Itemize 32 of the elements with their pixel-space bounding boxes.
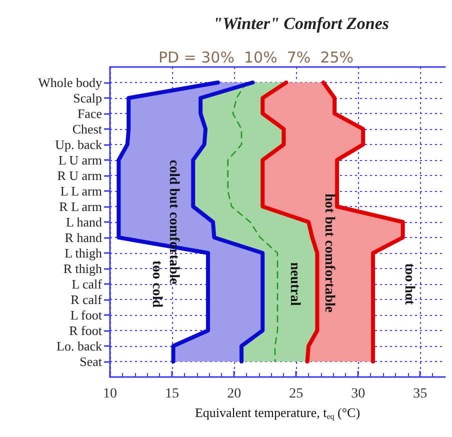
y-tick-label: Lo. back xyxy=(56,338,102,354)
annotation: neutral xyxy=(286,262,302,306)
y-tick-label: Scalp xyxy=(73,90,102,106)
y-tick-label: R calf xyxy=(70,292,103,307)
x-tick-label: 30 xyxy=(351,386,366,402)
y-tick-label: L thigh xyxy=(64,246,102,260)
y-tick-label: R L arm xyxy=(59,199,102,214)
chart-title: "Winter" Comfort Zones xyxy=(213,14,390,33)
y-tick-label: L L arm xyxy=(60,184,102,198)
x-tick-label: 10 xyxy=(103,386,117,402)
annotation: cold but comfortable xyxy=(166,160,181,284)
y-tick-label: R foot xyxy=(69,323,102,338)
y-tick-label: Face xyxy=(77,106,102,121)
x-tick-label: 25 xyxy=(289,386,304,402)
y-tick-label: R thigh xyxy=(63,261,102,276)
y-tick-label: L U arm xyxy=(58,152,102,168)
annotation: too cold xyxy=(149,260,164,308)
annotation: too hot xyxy=(402,263,417,306)
annotation: hot but comfortable xyxy=(321,194,336,312)
y-tick-label: L calf xyxy=(72,276,103,292)
x-tick-label: 35 xyxy=(413,386,428,402)
y-tick-label: R hand xyxy=(64,230,102,245)
y-tick-label: Seat xyxy=(80,354,102,369)
chart-subtitle: PD = 30% 10% 7% 25% xyxy=(158,48,354,66)
y-tick-label: Whole body xyxy=(38,75,102,90)
y-tick-label: L hand xyxy=(66,214,102,230)
y-tick-label: L foot xyxy=(70,308,102,322)
y-tick-label: Up. back xyxy=(55,137,102,152)
y-tick-label: Chest xyxy=(72,122,102,136)
y-tick-label: R U arm xyxy=(57,168,102,183)
x-tick-label: 15 xyxy=(165,386,180,402)
x-tick-label: 20 xyxy=(227,386,242,402)
